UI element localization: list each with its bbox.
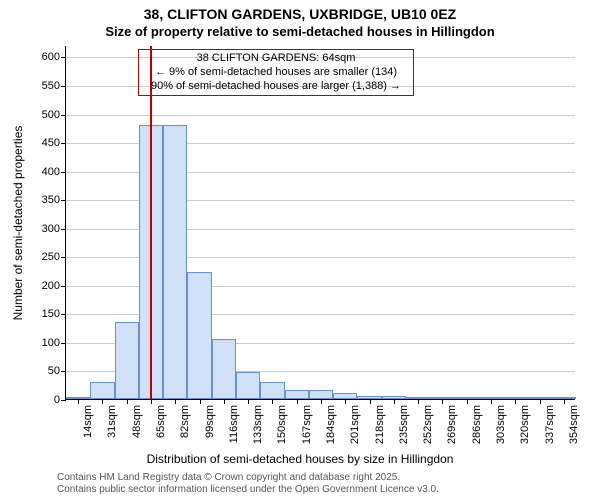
ytick-label: 600 xyxy=(42,51,66,63)
xtick-label: 116sqm xyxy=(228,405,240,443)
xtick-label: 184sqm xyxy=(325,405,337,444)
xtick-mark xyxy=(370,399,371,404)
histogram-bar xyxy=(187,272,211,399)
histogram-bar xyxy=(163,125,187,399)
ytick-label: 200 xyxy=(42,280,66,292)
xtick-mark xyxy=(418,399,419,404)
ytick-label: 450 xyxy=(42,137,66,149)
xtick-mark xyxy=(394,399,395,404)
xtick-mark xyxy=(491,399,492,404)
ytick-label: 400 xyxy=(42,166,66,178)
xtick-mark xyxy=(540,399,541,404)
xtick-label: 218sqm xyxy=(374,405,386,444)
chart-title-line2: Size of property relative to semi-detach… xyxy=(0,24,600,39)
xtick-mark xyxy=(564,399,565,404)
xtick-mark xyxy=(345,399,346,404)
xtick-mark xyxy=(272,399,273,404)
xtick-label: 150sqm xyxy=(276,405,288,444)
xtick-label: 167sqm xyxy=(301,405,313,444)
xtick-mark xyxy=(297,399,298,404)
xtick-label: 303sqm xyxy=(495,405,507,444)
xtick-mark xyxy=(224,399,225,404)
xtick-mark xyxy=(442,399,443,404)
x-axis-label: Distribution of semi-detached houses by … xyxy=(0,452,600,466)
ytick-label: 50 xyxy=(48,365,66,377)
ytick-label: 300 xyxy=(42,223,66,235)
ytick-label: 550 xyxy=(42,80,66,92)
xtick-label: 235sqm xyxy=(398,405,410,444)
histogram-bar xyxy=(115,322,139,399)
histogram-bar xyxy=(285,390,309,399)
xtick-label: 82sqm xyxy=(179,405,191,438)
xtick-label: 99sqm xyxy=(204,405,216,438)
gridline xyxy=(66,115,575,116)
histogram-bar xyxy=(260,382,284,399)
histogram-bar xyxy=(309,390,333,399)
xtick-mark xyxy=(127,399,128,404)
xtick-mark xyxy=(515,399,516,404)
ytick-label: 500 xyxy=(42,109,66,121)
ytick-label: 350 xyxy=(42,194,66,206)
chart-title-line1: 38, CLIFTON GARDENS, UXBRIDGE, UB10 0EZ xyxy=(0,6,600,22)
xtick-label: 48sqm xyxy=(131,405,143,438)
histogram-bar xyxy=(90,382,114,399)
xtick-mark xyxy=(248,399,249,404)
ytick-label: 100 xyxy=(42,337,66,349)
histogram-plot-area: 05010015020025030035040045050055060014sq… xyxy=(65,46,575,400)
xtick-mark xyxy=(321,399,322,404)
footnote-line2: Contains public sector information licen… xyxy=(57,484,439,496)
xtick-label: 133sqm xyxy=(252,405,264,444)
xtick-mark xyxy=(200,399,201,404)
histogram-bar xyxy=(236,372,260,399)
xtick-label: 354sqm xyxy=(568,405,580,444)
annotation-box: 38 CLIFTON GARDENS: 64sqm← 9% of semi-de… xyxy=(138,49,414,96)
xtick-label: 286sqm xyxy=(471,405,483,444)
xtick-label: 337sqm xyxy=(544,405,556,444)
xtick-mark xyxy=(102,399,103,404)
histogram-bar xyxy=(212,339,236,399)
y-axis-label: Number of semi-detached properties xyxy=(11,126,25,321)
property-marker-line xyxy=(150,46,152,399)
ytick-label: 150 xyxy=(42,308,66,320)
xtick-mark xyxy=(467,399,468,404)
xtick-label: 320sqm xyxy=(519,405,531,444)
xtick-label: 269sqm xyxy=(446,405,458,444)
ytick-label: 0 xyxy=(54,394,66,406)
xtick-mark xyxy=(175,399,176,404)
xtick-mark xyxy=(78,399,79,404)
ytick-label: 250 xyxy=(42,251,66,263)
annotation-line: 90% of semi-detached houses are larger (… xyxy=(143,80,409,94)
xtick-label: 252sqm xyxy=(422,405,434,444)
annotation-line: 38 CLIFTON GARDENS: 64sqm xyxy=(143,52,409,66)
xtick-label: 14sqm xyxy=(82,405,94,438)
annotation-line: ← 9% of semi-detached houses are smaller… xyxy=(143,66,409,80)
xtick-mark xyxy=(151,399,152,404)
xtick-label: 65sqm xyxy=(155,405,167,438)
footnote-line1: Contains HM Land Registry data © Crown c… xyxy=(57,472,400,484)
xtick-label: 201sqm xyxy=(349,405,361,444)
xtick-label: 31sqm xyxy=(106,405,118,438)
